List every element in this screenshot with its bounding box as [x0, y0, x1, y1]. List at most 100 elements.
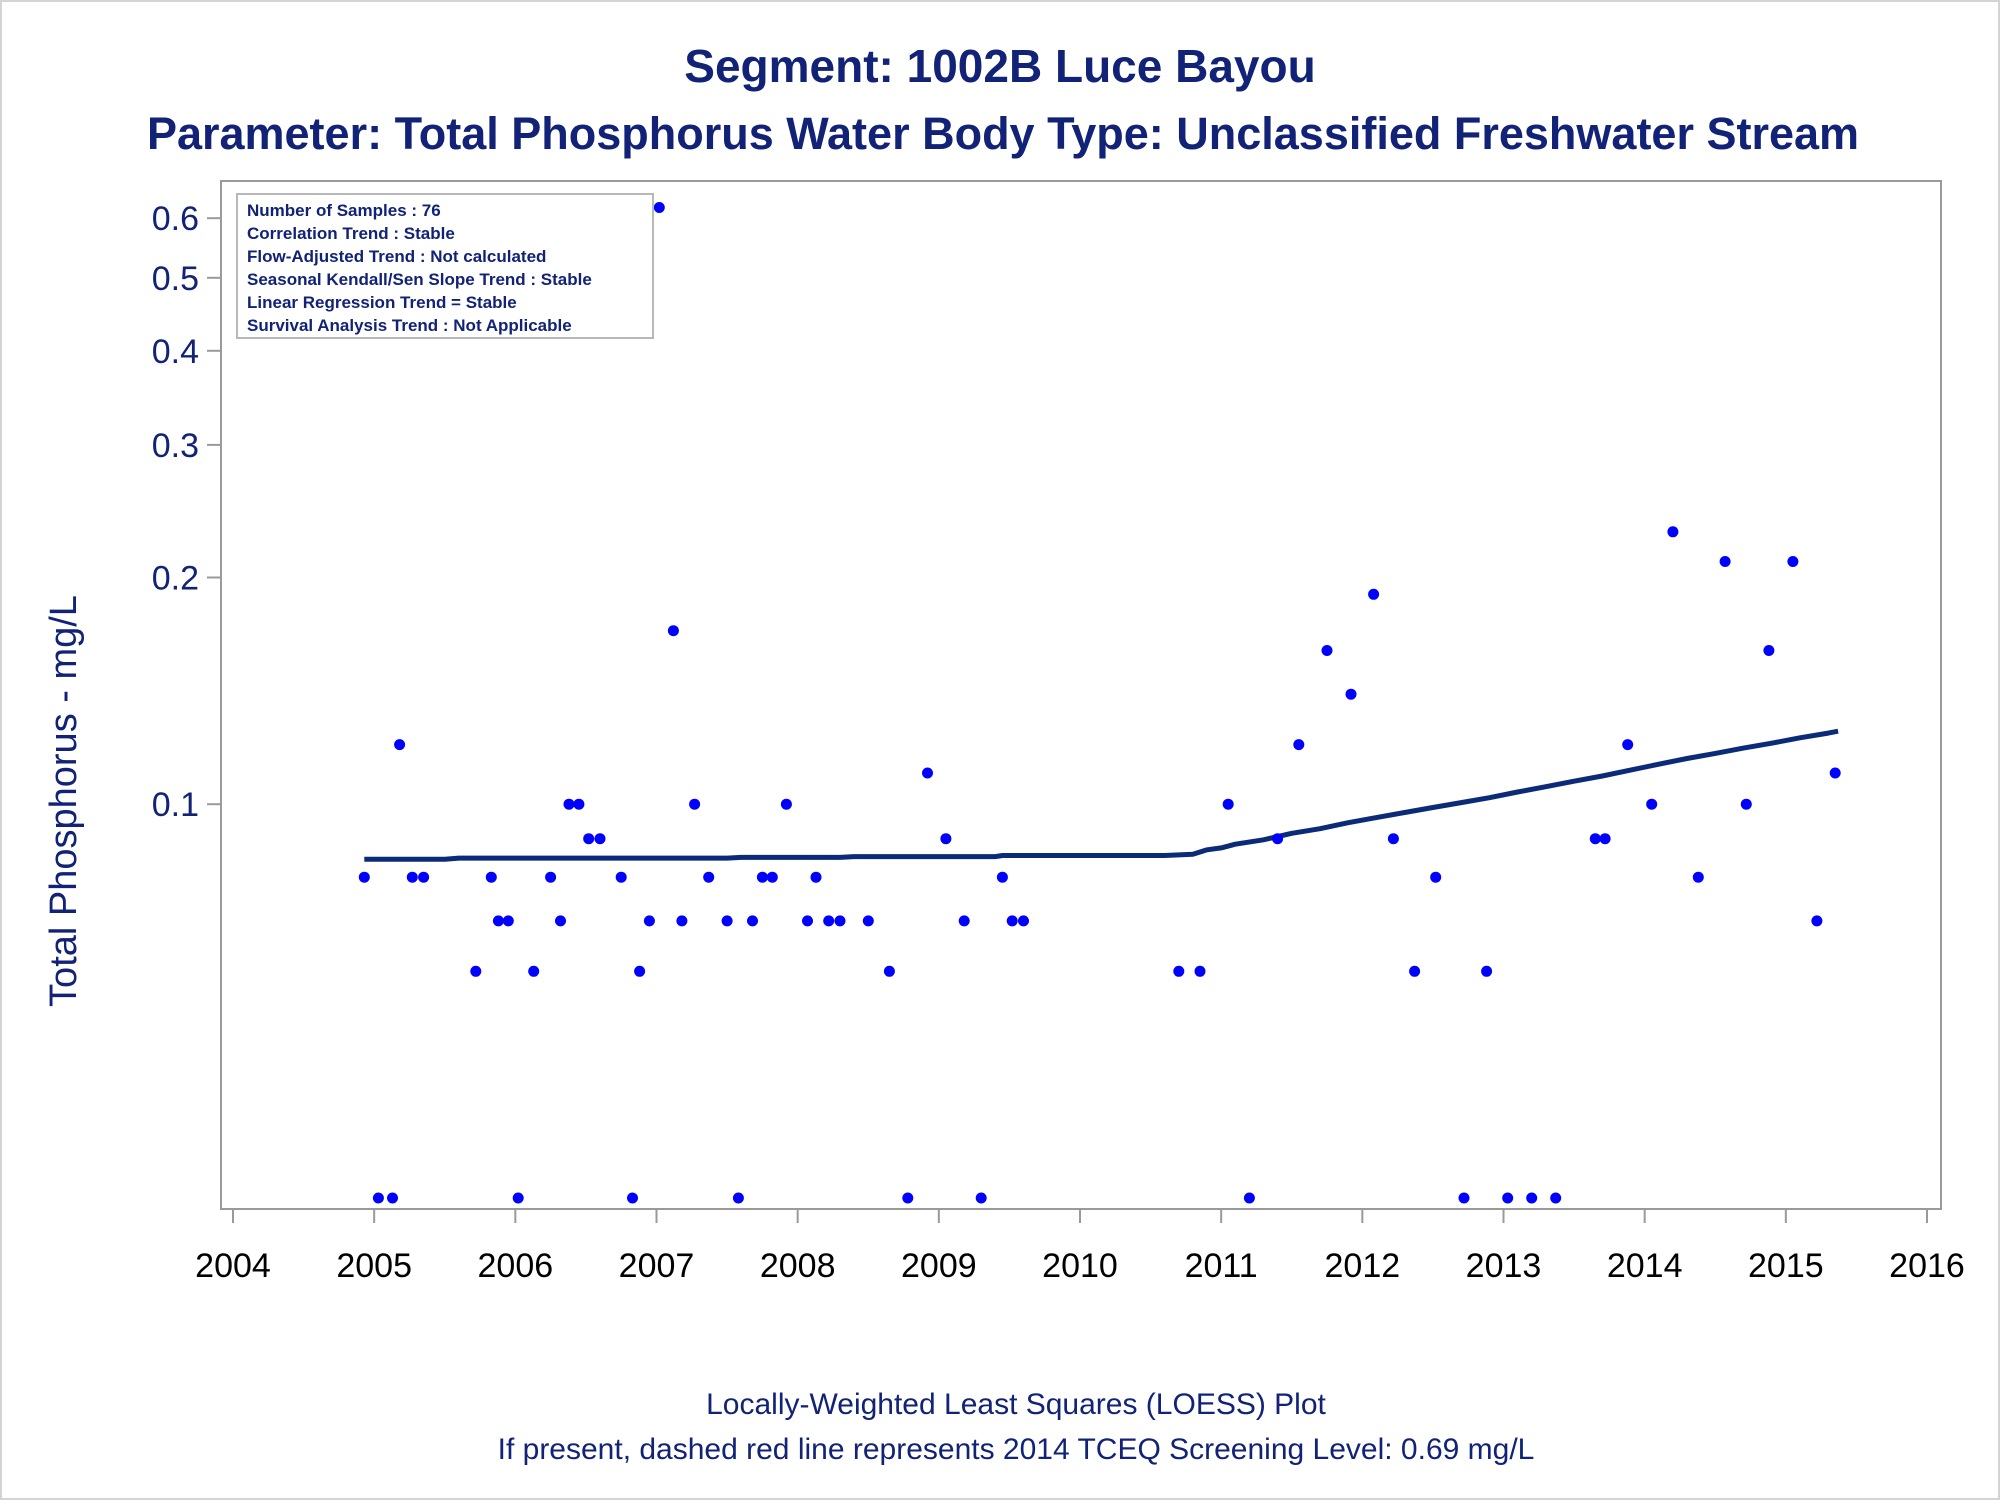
data-point — [1194, 965, 1206, 977]
y-axis-label: Total Phosphorus - mg/L — [43, 595, 85, 1007]
x-tick-label: 2004 — [195, 1247, 271, 1285]
data-point — [1787, 556, 1799, 567]
data-point — [862, 915, 874, 927]
data-point — [485, 871, 497, 883]
data-point — [902, 1192, 914, 1204]
y-tick-label: 0.2 — [152, 560, 199, 598]
footnote-screening: If present, dashed red line represents 2… — [498, 1433, 1535, 1466]
data-point — [512, 1192, 524, 1204]
x-tick-label: 2008 — [760, 1247, 836, 1285]
data-point — [418, 871, 430, 883]
data-point — [1430, 871, 1442, 883]
data-point — [676, 915, 688, 927]
data-point — [1599, 833, 1611, 845]
x-tick-label: 2010 — [1042, 1247, 1118, 1285]
data-point — [689, 798, 701, 810]
data-point — [1646, 798, 1658, 810]
loess-line — [364, 728, 1839, 862]
y-tick-label: 0.1 — [152, 786, 199, 824]
x-tick-label: 2011 — [1185, 1247, 1258, 1285]
y-tick-label: 0.4 — [152, 333, 199, 371]
data-point — [555, 915, 566, 927]
data-point — [996, 871, 1008, 883]
data-point — [766, 871, 778, 883]
x-tick-label: 2006 — [478, 1247, 554, 1285]
stats-box: Number of Samples : 76 Correlation Trend … — [236, 193, 654, 339]
data-point — [358, 871, 370, 883]
data-point — [470, 965, 482, 977]
data-point — [1321, 645, 1333, 656]
data-point — [615, 871, 627, 883]
loess-curve — [364, 728, 1839, 862]
data-point — [780, 798, 792, 810]
chart-subtitle: Parameter: Total Phosphorus Water Body T… — [147, 108, 1859, 159]
data-point — [528, 965, 540, 977]
data-point — [1272, 833, 1284, 845]
x-tick-label: 2005 — [336, 1247, 412, 1285]
y-tick-label: 0.6 — [152, 200, 199, 238]
data-point — [1458, 1192, 1470, 1204]
data-point — [406, 871, 418, 883]
data-point — [573, 798, 585, 810]
data-point — [883, 965, 895, 977]
chart-title: Segment: 1002B Luce Bayou — [684, 40, 1315, 92]
data-point — [634, 965, 646, 977]
data-point — [834, 915, 846, 927]
data-point — [810, 871, 822, 883]
data-point — [1692, 871, 1704, 883]
data-point — [583, 833, 595, 845]
data-point — [1222, 798, 1234, 810]
data-point — [1345, 688, 1357, 700]
data-point — [1243, 1192, 1255, 1204]
data-point — [502, 915, 514, 927]
data-point — [1622, 739, 1634, 751]
stats-line: Flow-Adjusted Trend : Not calculated — [247, 247, 546, 266]
data-point — [653, 202, 665, 213]
data-point — [1526, 1192, 1538, 1204]
data-point — [1589, 833, 1601, 845]
x-tick-label: 2014 — [1607, 1247, 1683, 1285]
x-tick-label: 2013 — [1466, 1247, 1542, 1285]
data-point — [594, 833, 606, 845]
data-point — [394, 739, 406, 751]
data-point — [747, 915, 758, 927]
stats-line: Survival Analysis Trend : Not Applicable — [247, 316, 572, 335]
stats-line: Linear Regression Trend = Stable — [247, 293, 517, 312]
data-point — [1829, 767, 1841, 779]
data-point — [802, 915, 813, 927]
data-point — [1368, 588, 1380, 600]
data-point — [1763, 645, 1775, 656]
stats-line: Correlation Trend : Stable — [247, 224, 455, 243]
y-tick-label: 0.5 — [152, 260, 199, 298]
data-point — [703, 871, 715, 883]
data-point — [1018, 915, 1029, 927]
data-point — [545, 871, 557, 883]
data-point — [823, 915, 835, 927]
data-point — [372, 1192, 384, 1204]
x-tick-label: 2009 — [901, 1247, 977, 1285]
stats-box-border — [236, 193, 654, 339]
data-point — [940, 833, 952, 845]
data-point — [1719, 556, 1731, 567]
data-points — [358, 202, 1841, 1204]
data-point — [732, 1192, 744, 1204]
x-axis: 2004 2005 2006 2007 2008 2009 2010 2011 2012 2013… — [195, 1209, 1965, 1285]
data-point — [1293, 739, 1305, 751]
data-point — [1550, 1192, 1562, 1204]
x-tick-label: 2012 — [1325, 1247, 1401, 1285]
data-point — [643, 915, 655, 927]
x-tick-label: 2015 — [1748, 1247, 1824, 1285]
footnote-loess: Locally-Weighted Least Squares (LOESS) P… — [706, 1388, 1326, 1421]
data-point — [958, 915, 970, 927]
y-axis: 0.1 0.2 0.3 0.4 0.5 0.6 — [152, 200, 221, 824]
data-point — [492, 915, 504, 927]
data-point — [1502, 1192, 1514, 1204]
stats-line: Seasonal Kendall/Sen Slope Trend : Stabl… — [247, 270, 592, 289]
data-point — [667, 625, 679, 637]
data-point — [1481, 965, 1493, 977]
data-point — [563, 798, 575, 810]
data-point — [1387, 833, 1399, 845]
data-point — [1667, 526, 1679, 538]
y-tick-label: 0.3 — [152, 427, 199, 465]
